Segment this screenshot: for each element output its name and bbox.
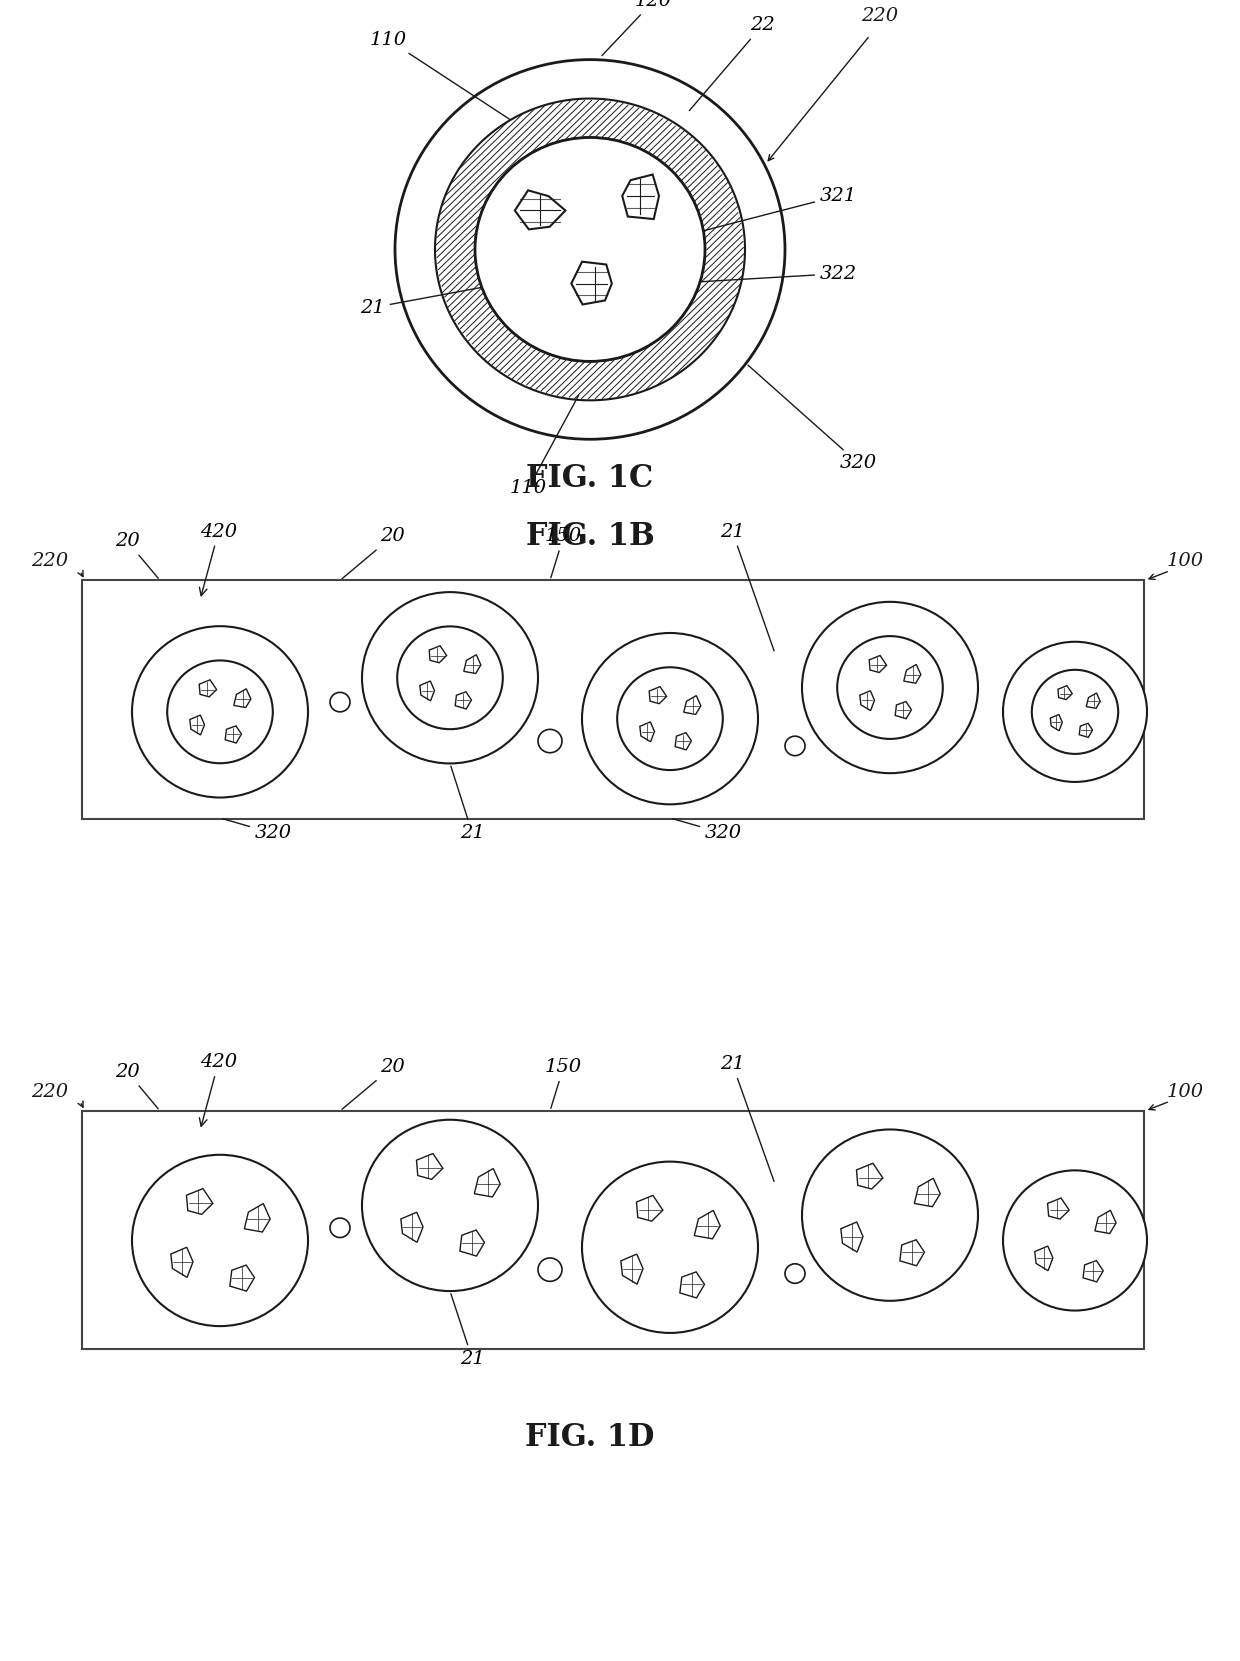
Text: 110: 110: [510, 395, 579, 497]
Circle shape: [582, 1161, 758, 1332]
Text: 21: 21: [720, 523, 774, 651]
Text: 22: 22: [689, 17, 775, 111]
Polygon shape: [190, 716, 205, 734]
Text: 320: 320: [748, 365, 877, 472]
Circle shape: [330, 693, 350, 713]
Circle shape: [1032, 669, 1118, 754]
Polygon shape: [420, 681, 434, 701]
Polygon shape: [460, 1231, 485, 1256]
Text: 220: 220: [862, 7, 899, 25]
Polygon shape: [1050, 714, 1063, 731]
Circle shape: [397, 626, 502, 729]
Text: FIG. 1B: FIG. 1B: [526, 522, 655, 551]
Text: 150: 150: [546, 528, 582, 578]
Text: 21: 21: [360, 274, 552, 317]
Text: 120: 120: [601, 0, 672, 55]
Polygon shape: [1083, 1261, 1104, 1282]
Polygon shape: [171, 1247, 193, 1277]
Polygon shape: [200, 679, 217, 698]
Circle shape: [167, 661, 273, 764]
Polygon shape: [455, 691, 471, 709]
Polygon shape: [869, 656, 887, 673]
Polygon shape: [694, 1211, 720, 1239]
Polygon shape: [186, 1189, 213, 1214]
Text: 320: 320: [672, 819, 742, 842]
Circle shape: [538, 729, 562, 752]
Text: 100: 100: [1167, 551, 1204, 570]
Text: 20: 20: [342, 1058, 404, 1110]
Polygon shape: [683, 696, 701, 714]
Polygon shape: [1048, 1198, 1069, 1219]
Text: 110: 110: [370, 32, 510, 120]
Polygon shape: [244, 1204, 270, 1232]
Text: 220: 220: [31, 551, 68, 570]
Text: 20: 20: [115, 533, 159, 578]
Polygon shape: [1095, 1211, 1116, 1234]
Polygon shape: [900, 1239, 925, 1266]
Polygon shape: [515, 191, 565, 229]
Polygon shape: [572, 262, 611, 304]
Circle shape: [785, 736, 805, 756]
Polygon shape: [226, 726, 242, 742]
Polygon shape: [622, 174, 658, 219]
Polygon shape: [650, 686, 667, 704]
Circle shape: [837, 636, 942, 739]
Polygon shape: [857, 1163, 883, 1189]
Circle shape: [362, 1120, 538, 1291]
Circle shape: [785, 1264, 805, 1284]
Polygon shape: [859, 691, 874, 711]
Polygon shape: [621, 1254, 644, 1284]
Circle shape: [618, 668, 723, 771]
Text: 220: 220: [31, 1083, 68, 1101]
Text: 420: 420: [200, 523, 237, 596]
Polygon shape: [417, 1153, 443, 1179]
Polygon shape: [464, 654, 481, 673]
Text: FIG. 1D: FIG. 1D: [526, 1422, 655, 1453]
Circle shape: [362, 591, 538, 764]
Polygon shape: [636, 1196, 663, 1221]
Text: FIG. 1C: FIG. 1C: [526, 463, 653, 493]
Polygon shape: [475, 1169, 500, 1198]
Circle shape: [1003, 1171, 1147, 1311]
Circle shape: [475, 138, 706, 362]
Bar: [82, 580, 1145, 819]
Text: 21: 21: [720, 1055, 774, 1181]
Bar: [82, 1111, 1145, 1349]
Circle shape: [131, 1154, 308, 1325]
Circle shape: [802, 601, 978, 772]
Circle shape: [802, 1129, 978, 1301]
Circle shape: [1003, 641, 1147, 782]
Polygon shape: [640, 723, 655, 742]
Polygon shape: [1079, 723, 1092, 737]
Polygon shape: [1034, 1246, 1053, 1271]
Polygon shape: [1086, 693, 1100, 708]
Text: 420: 420: [200, 1053, 237, 1126]
Text: 321: 321: [691, 186, 857, 234]
Text: 320: 320: [223, 819, 293, 842]
Text: 21: 21: [451, 1294, 485, 1369]
Text: 150: 150: [546, 1058, 582, 1108]
Polygon shape: [680, 1272, 704, 1297]
Text: 20: 20: [115, 1063, 159, 1110]
Circle shape: [330, 1218, 350, 1237]
Text: 100: 100: [1167, 1083, 1204, 1101]
Circle shape: [538, 1257, 562, 1281]
Polygon shape: [914, 1178, 940, 1206]
Polygon shape: [895, 701, 911, 719]
Circle shape: [131, 626, 308, 797]
Text: 20: 20: [342, 528, 404, 578]
Polygon shape: [229, 1266, 254, 1291]
Polygon shape: [841, 1222, 863, 1252]
Polygon shape: [429, 646, 446, 663]
Circle shape: [582, 633, 758, 804]
Polygon shape: [234, 689, 250, 708]
Polygon shape: [1058, 686, 1073, 699]
Polygon shape: [904, 664, 921, 683]
Polygon shape: [401, 1213, 423, 1242]
Text: 21: 21: [451, 766, 485, 842]
Polygon shape: [676, 733, 692, 749]
Text: 322: 322: [673, 264, 857, 284]
